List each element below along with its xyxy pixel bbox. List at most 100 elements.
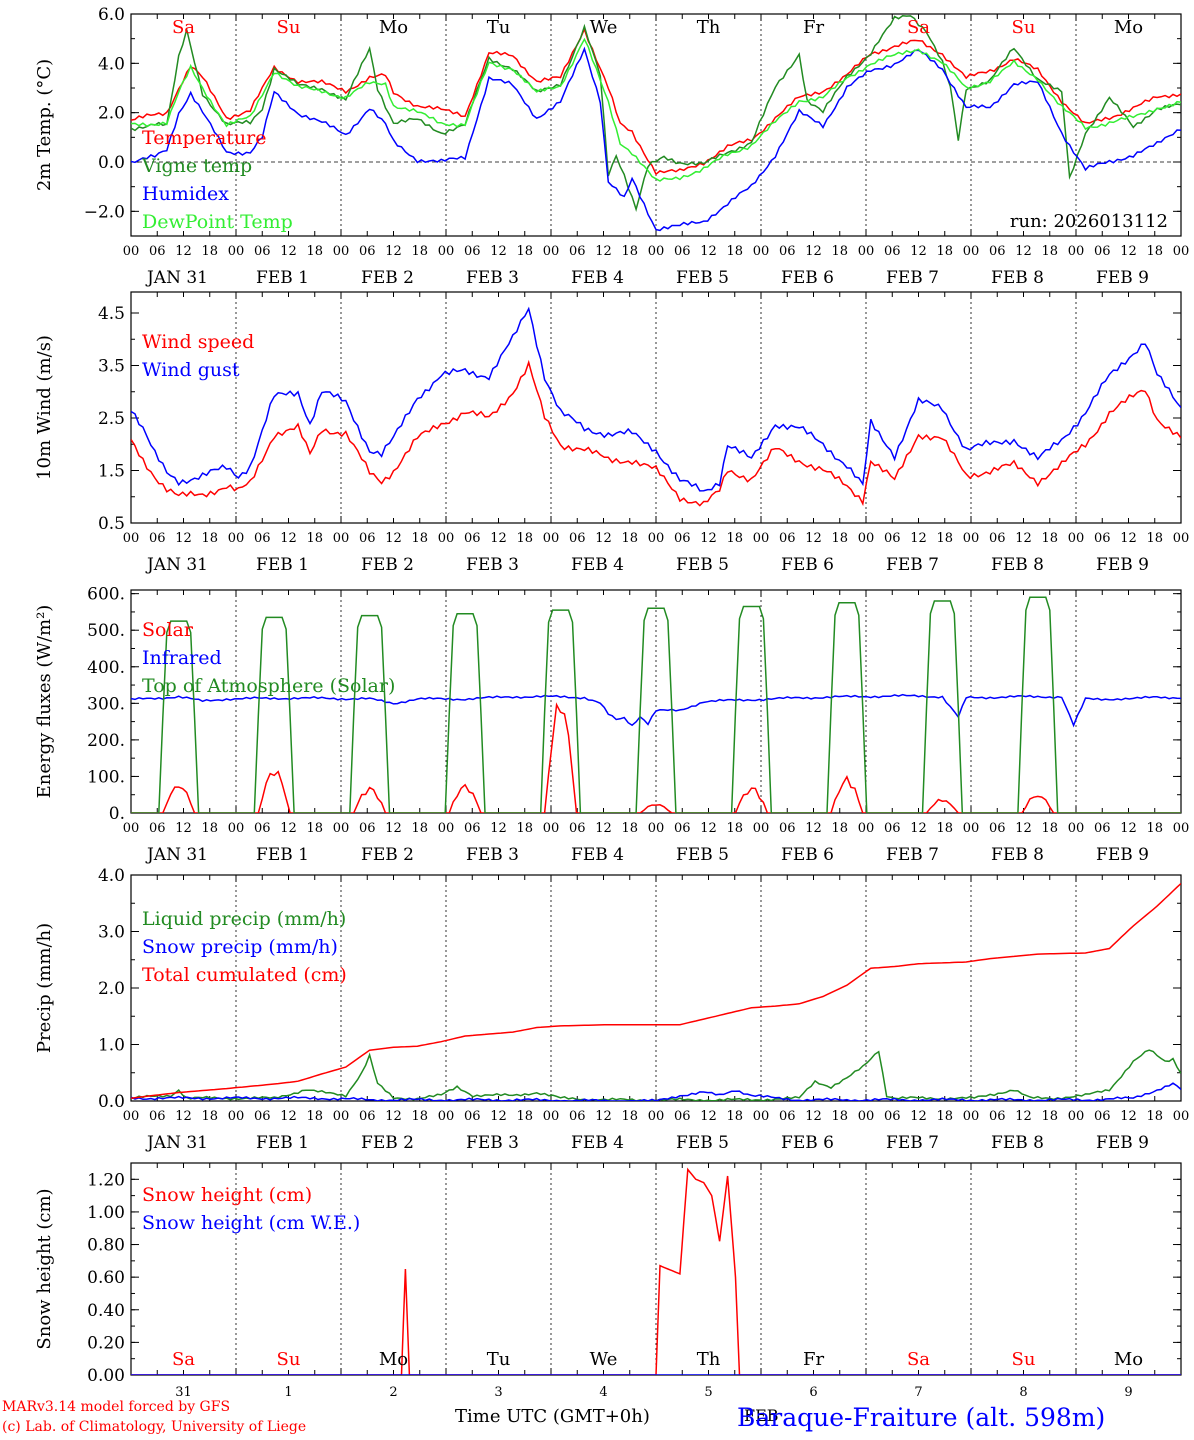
day-number-label: 4 — [599, 1385, 607, 1400]
hour-tick-label: 12 — [490, 244, 507, 259]
hour-tick-label: 18 — [516, 821, 533, 836]
hour-tick-label: 06 — [569, 244, 586, 259]
hour-tick-label: 18 — [201, 1109, 218, 1124]
hour-tick-label: 06 — [464, 244, 481, 259]
hour-tick-label: 18 — [201, 821, 218, 836]
series-line-total-cumulated-cm- — [131, 882, 1181, 1099]
hour-tick-label: 00 — [963, 1109, 980, 1124]
hour-tick-label: 06 — [989, 244, 1006, 259]
hour-tick-label: 12 — [385, 531, 402, 546]
y-tick-label: 4.5 — [98, 304, 125, 324]
y-tick-label: 2.5 — [98, 409, 125, 429]
legend-entry: Vigne temp — [141, 155, 252, 177]
hour-tick-label: 00 — [438, 1109, 455, 1124]
date-label: FEB 9 — [1096, 1133, 1149, 1153]
date-label: FEB 2 — [361, 555, 414, 575]
hour-tick-label: 12 — [280, 1109, 297, 1124]
hour-tick-label: 00 — [228, 1109, 245, 1124]
hour-tick-label: 00 — [1173, 531, 1190, 546]
hour-tick-label: 12 — [490, 821, 507, 836]
hour-tick-label: 18 — [306, 821, 323, 836]
hour-tick-label: 18 — [831, 531, 848, 546]
legend-entry: Snow height (cm W.E.) — [142, 1212, 360, 1234]
date-label: FEB 7 — [886, 845, 939, 865]
hour-tick-label: 06 — [149, 1109, 166, 1124]
hour-tick-label: 06 — [779, 531, 796, 546]
weekday-label-bottom: Sa — [907, 1349, 930, 1370]
date-label: FEB 9 — [1096, 845, 1149, 865]
day-number-label: 9 — [1124, 1385, 1132, 1400]
y-tick-label: 2.0 — [98, 104, 125, 124]
date-label: FEB 5 — [676, 845, 729, 865]
y-tick-label: 1.20 — [87, 1170, 125, 1190]
hour-tick-label: 06 — [254, 1109, 271, 1124]
series-line-infrared — [131, 693, 1181, 728]
series-line-humidex — [131, 46, 1181, 232]
hour-tick-label: 18 — [306, 531, 323, 546]
y-tick-label: 100. — [87, 767, 125, 787]
date-label: FEB 2 — [361, 845, 414, 865]
hour-tick-label: 00 — [438, 531, 455, 546]
date-label: FEB 5 — [676, 1133, 729, 1153]
hour-tick-label: 00 — [333, 821, 350, 836]
weekday-label-top: Mo — [379, 17, 408, 38]
hour-tick-label: 18 — [306, 1109, 323, 1124]
day-number-label: 1 — [284, 1385, 292, 1400]
hour-tick-label: 06 — [569, 821, 586, 836]
hour-tick-label: 18 — [726, 531, 743, 546]
day-number-label: 31 — [175, 1385, 192, 1400]
hour-tick-label: 00 — [753, 244, 770, 259]
weekday-label-top: Su — [1012, 17, 1036, 38]
panel-energy: 600. 500. 400. 300. 200. 100. 0. Energy fluxes … — [34, 585, 1189, 865]
y-tick-label: 300. — [87, 694, 125, 714]
hour-tick-label: 06 — [359, 244, 376, 259]
date-label: FEB 7 — [886, 268, 939, 288]
hour-tick-label: 12 — [490, 531, 507, 546]
hour-tick-label: 00 — [123, 244, 140, 259]
hour-tick-label: 00 — [1068, 531, 1085, 546]
station-name: Baraque-Fraiture (alt. 598m) — [737, 1403, 1106, 1432]
weekday-label-top: Tu — [487, 17, 511, 38]
hour-tick-label: 06 — [884, 821, 901, 836]
y-tick-label: 2.0 — [98, 979, 125, 999]
y-tick-label: 500. — [87, 621, 125, 641]
hour-tick-label: 00 — [648, 244, 665, 259]
date-label: FEB 1 — [256, 555, 309, 575]
panel-wind: 4.5 3.5 2.5 1.5 0.5 10m Wind (m/s) 00 06 12 18 JAN… — [34, 291, 1190, 575]
y-axis-label: 10m Wind (m/s) — [34, 335, 55, 480]
hour-tick-label: 00 — [1173, 1109, 1190, 1124]
date-label: FEB 8 — [991, 555, 1044, 575]
hour-tick-label: 00 — [438, 821, 455, 836]
series-line-dewpoint-temp — [131, 37, 1181, 182]
date-label: FEB 3 — [466, 1133, 519, 1153]
hour-tick-label: 00 — [648, 531, 665, 546]
hour-tick-label: 18 — [1041, 244, 1058, 259]
overlap-date-label: FEB — [744, 1406, 779, 1425]
panel-precip: 4.0 3.0 2.0 1.0 0.0 Precip (mm/h) 00 06 12 18 JAN … — [34, 866, 1189, 1153]
hour-tick-label: 06 — [464, 531, 481, 546]
hour-tick-label: 18 — [726, 1109, 743, 1124]
date-label: FEB 8 — [991, 268, 1044, 288]
hour-tick-label: 12 — [385, 244, 402, 259]
hour-tick-label: 00 — [753, 1109, 770, 1124]
y-tick-label: 0.40 — [87, 1301, 125, 1321]
date-label: FEB 3 — [466, 845, 519, 865]
hour-tick-label: 00 — [228, 821, 245, 836]
hour-tick-label: 18 — [1146, 244, 1163, 259]
hour-tick-label: 00 — [858, 821, 875, 836]
weekday-label-bottom: Fr — [803, 1349, 824, 1370]
hour-tick-label: 00 — [333, 244, 350, 259]
hour-tick-label: 06 — [989, 1109, 1006, 1124]
legend-entry: Temperature — [142, 127, 266, 149]
weekday-label-top: Sa — [907, 17, 930, 38]
hour-tick-label: 12 — [1120, 244, 1137, 259]
date-label: FEB 2 — [361, 1133, 414, 1153]
legend-entry: Liquid precip (mm/h) — [142, 908, 346, 930]
hour-tick-label: 12 — [805, 1109, 822, 1124]
hour-tick-label: 00 — [1068, 821, 1085, 836]
date-label: FEB 6 — [781, 555, 834, 575]
hour-tick-label: 12 — [175, 821, 192, 836]
hour-tick-label: 18 — [726, 244, 743, 259]
hour-tick-label: 12 — [490, 1109, 507, 1124]
weekday-label-bottom: Sa — [172, 1349, 195, 1370]
